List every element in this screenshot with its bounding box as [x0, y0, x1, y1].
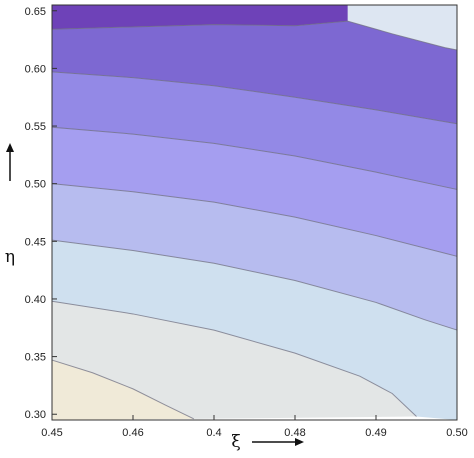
- contour-line-1: [51, 300, 417, 417]
- contour-line-6: [51, 20, 458, 51]
- contour-line-3: [51, 183, 458, 257]
- contour-lines: [51, 20, 458, 420]
- contour-fill-level-6: [52, 21, 457, 124]
- y-tick-label: 0.40: [25, 294, 46, 306]
- x-tick-label: 0.49: [365, 427, 386, 439]
- contour-fill-corner: [347, 5, 457, 50]
- y-tick-label: 0.60: [25, 63, 46, 75]
- x-tick-label: 0.46: [122, 427, 143, 439]
- contour-fill-level-3: [52, 183, 457, 331]
- contour-line-5: [51, 71, 458, 125]
- x-axis-ticks: 0.45 0.46 0.4 0.48 0.49 0.50: [41, 415, 468, 439]
- y-tick-label: 0.50: [25, 179, 46, 191]
- plot-frame: [51, 4, 458, 421]
- x-tick-label: 0.4: [206, 427, 221, 439]
- y-axis-arrow: [6, 143, 14, 181]
- contour-fill-level-5: [52, 71, 457, 190]
- y-tick-label: 0.55: [25, 121, 46, 133]
- contour-line-2: [51, 239, 458, 331]
- x-tick-label: 0.50: [446, 427, 467, 439]
- contour-fill-level-0: [52, 360, 194, 420]
- y-tick-label: 0.65: [25, 6, 46, 18]
- x-axis-label: ξ: [231, 432, 240, 452]
- contour-line-0: [51, 359, 194, 420]
- y-axis-ticks: 0.30 0.35 0.40 0.45 0.50 0.55 0.60 0.65: [25, 6, 57, 421]
- y-tick-label: 0.30: [25, 409, 46, 421]
- x-tick-label: 0.48: [284, 427, 305, 439]
- y-tick-label: 0.35: [25, 352, 46, 364]
- contour-fill-level-2: [52, 240, 457, 420]
- y-axis-label: η: [5, 247, 15, 267]
- y-tick-label: 0.45: [25, 236, 46, 248]
- contour-fill-regions: [52, 5, 457, 420]
- contour-fill-level-1: [52, 301, 417, 419]
- contour-line-4: [51, 126, 458, 190]
- x-tick-label: 0.45: [41, 427, 62, 439]
- contour-fill-level-4: [52, 127, 457, 257]
- x-axis-arrow: [252, 438, 304, 446]
